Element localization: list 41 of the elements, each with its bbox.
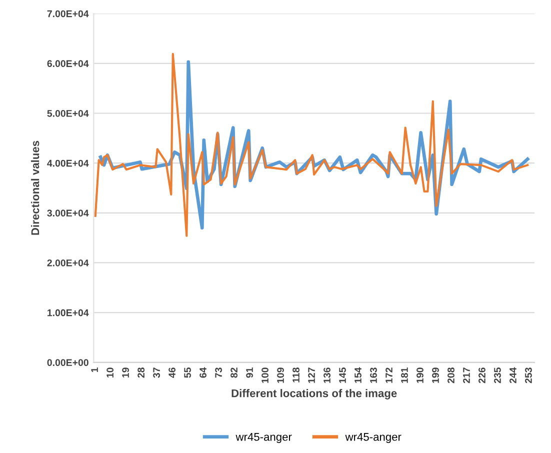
- y-axis-title: Directional values: [31, 140, 40, 235]
- y-tick-label: 5.00E+04: [47, 110, 89, 117]
- x-tick-label: 64: [200, 367, 206, 378]
- x-tick-label: 217: [463, 368, 470, 384]
- x-tick-label: 28: [138, 368, 144, 378]
- x-tick-label: 118: [292, 368, 300, 382]
- y-tick-label: 3.00E+04: [47, 210, 89, 217]
- x-tick-label: 82: [230, 368, 238, 378]
- y-tick-label: 7.00E+04: [47, 10, 89, 18]
- x-tick-label: 136: [324, 368, 330, 383]
- y-tick-label: 1.00E+04: [48, 309, 89, 316]
- x-tick-label: 91: [246, 368, 253, 378]
- x-tick-label: 10: [106, 368, 114, 378]
- y-tick-label: 2.00E+04: [47, 259, 89, 266]
- x-tick-label: 226: [478, 368, 486, 384]
- x-tick-label: 37: [153, 368, 160, 378]
- x-tick-label: 145: [339, 368, 346, 383]
- x-tick-label: 253: [525, 368, 532, 384]
- x-tick-label: 46: [168, 368, 176, 378]
- x-tick-label: 73: [215, 368, 222, 378]
- x-tick-label: 244: [510, 367, 516, 384]
- x-tick-label: 235: [494, 368, 501, 384]
- x-tick-label: 19: [122, 368, 129, 378]
- legend-label: wr45-anger: [236, 433, 292, 443]
- x-tick-label: 199: [432, 368, 439, 383]
- x-tick-label: 109: [277, 368, 284, 383]
- x-axis-title: Different locations of the image: [232, 389, 397, 400]
- x-tick-label: 163: [370, 368, 377, 383]
- y-tick-label: 4.00E+04: [47, 160, 89, 167]
- x-tick-label: 181: [401, 368, 408, 383]
- legend-label: wr45-anger: [345, 433, 402, 443]
- x-tick-label: 172: [386, 368, 392, 383]
- y-tick-label: 6.00E+04: [47, 60, 89, 68]
- x-tick-label: 1: [91, 368, 98, 372]
- x-tick-label: 154: [354, 367, 362, 383]
- x-tick-label: 208: [448, 368, 454, 384]
- x-tick-label: 190: [416, 368, 424, 383]
- x-tick-label: 55: [184, 368, 191, 378]
- y-tick-label: 0.00E+00: [47, 359, 88, 366]
- x-tick-label: 127: [308, 368, 315, 383]
- x-tick-label: 100: [262, 368, 268, 383]
